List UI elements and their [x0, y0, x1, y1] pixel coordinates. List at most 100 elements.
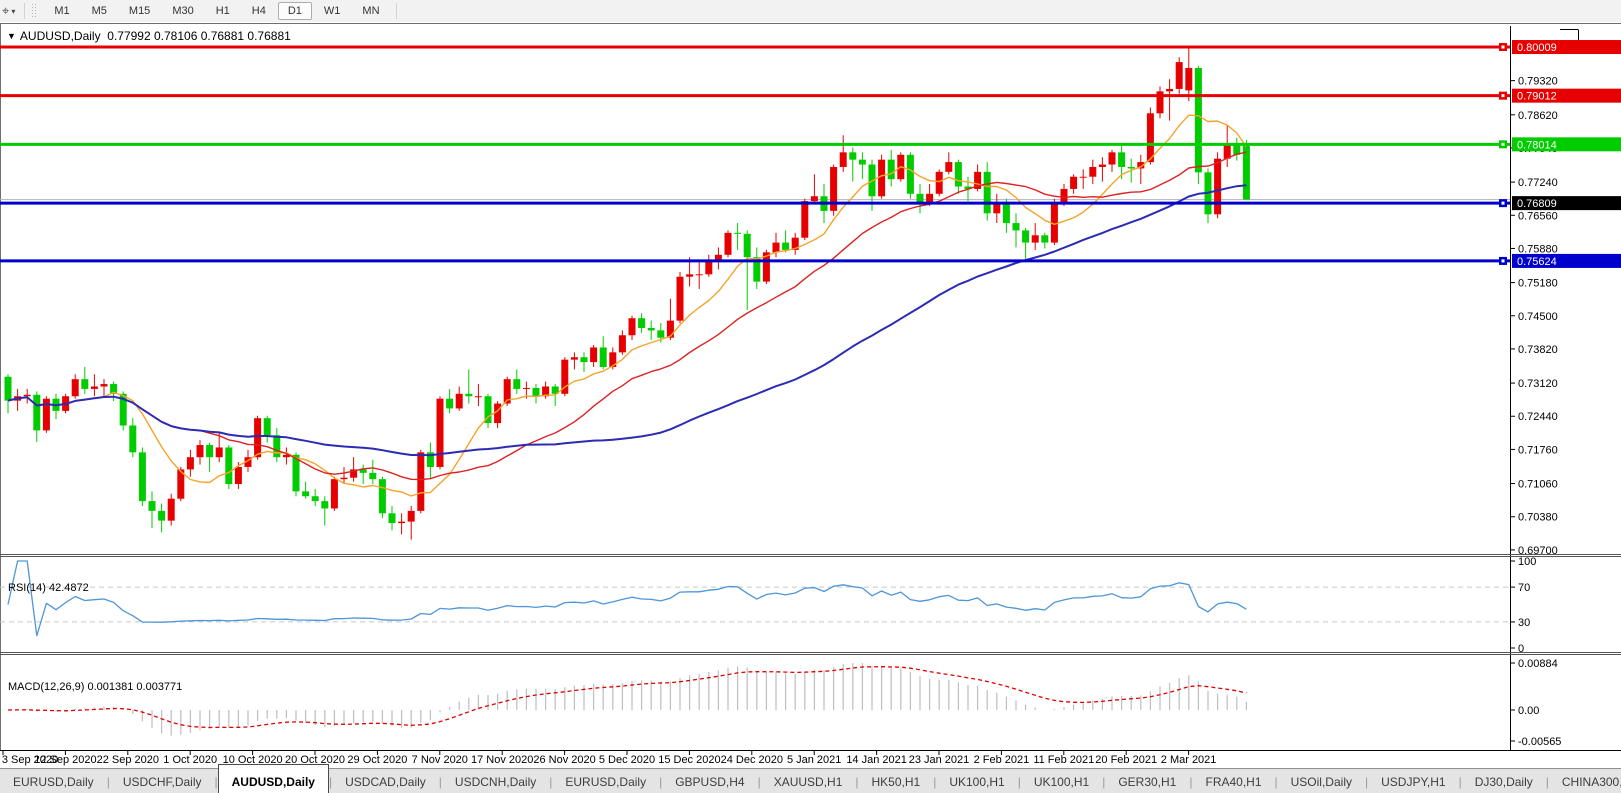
- svg-text:0.78620: 0.78620: [1518, 110, 1558, 122]
- svg-text:0.71760: 0.71760: [1518, 444, 1558, 456]
- tab-separator: |: [328, 774, 333, 789]
- svg-text:0.75624: 0.75624: [1517, 256, 1557, 268]
- tab-separator: |: [757, 774, 761, 789]
- svg-text:7 Nov 2020: 7 Nov 2020: [412, 754, 468, 766]
- svg-text:29 Oct 2020: 29 Oct 2020: [347, 754, 407, 766]
- svg-text:5 Jan 2021: 5 Jan 2021: [787, 754, 841, 766]
- chart-tab-uk100-h1[interactable]: UK100,H1: [1033, 774, 1090, 789]
- tab-separator: |: [933, 774, 937, 789]
- svg-text:1 Oct 2020: 1 Oct 2020: [163, 754, 217, 766]
- svg-text:30: 30: [1518, 617, 1530, 629]
- svg-text:12 Sep 2020: 12 Sep 2020: [34, 754, 96, 766]
- svg-text:-0.00565: -0.00565: [1518, 736, 1561, 748]
- timeframe-button-M1[interactable]: M1: [54, 5, 70, 17]
- collapse-arrow-icon[interactable]: ▼: [7, 31, 16, 41]
- svg-text:100: 100: [1518, 556, 1536, 568]
- chart-window[interactable]: ▼ AUDUSD,Daily 0.77992 0.78106 0.76881 0.…: [0, 22, 1621, 768]
- crosshair-icon: ⌖: [2, 3, 10, 18]
- price-line-marker: [1499, 199, 1507, 208]
- timeframe-button-M15[interactable]: M15: [128, 5, 151, 17]
- svg-text:3 Sep 2020: 3 Sep 2020: [2, 754, 58, 766]
- price-line-label: 0.75624: [1512, 253, 1621, 268]
- svg-text:23 Jan 2021: 23 Jan 2021: [909, 754, 970, 766]
- chart-canvas[interactable]: 0.793200.786200.779400.772400.765600.758…: [0, 22, 1621, 768]
- macd-panel: [7, 663, 1248, 736]
- chart-tab-dj30-daily[interactable]: DJ30,Daily: [1474, 774, 1533, 789]
- cursor-tool-button[interactable]: ⌖ ▾: [0, 3, 19, 19]
- svg-text:0: 0: [1518, 643, 1524, 655]
- svg-text:0.73120: 0.73120: [1518, 378, 1558, 390]
- svg-text:0.79012: 0.79012: [1517, 91, 1557, 103]
- toolbar-drag-handle[interactable]: [32, 4, 38, 18]
- chart-tab-usdcad-daily[interactable]: USDCAD,Daily: [345, 774, 426, 789]
- svg-text:0.75880: 0.75880: [1518, 243, 1558, 255]
- svg-text:14 Jan 2021: 14 Jan 2021: [846, 754, 907, 766]
- tab-separator: |: [106, 774, 110, 789]
- timeframe-button-H4[interactable]: H4: [251, 5, 266, 17]
- chart-tab-ger30-h1[interactable]: GER30,H1: [1118, 774, 1177, 789]
- svg-text:11 Feb 2021: 11 Feb 2021: [1033, 754, 1094, 766]
- chevron-down-icon: ▾: [11, 6, 16, 16]
- price-line-marker: [1499, 256, 1507, 265]
- chart-tab-eurusd-daily[interactable]: EURUSD,Daily: [13, 774, 94, 789]
- macd-signal-line: [7, 666, 1247, 729]
- svg-text:2 Feb 2021: 2 Feb 2021: [974, 754, 1030, 766]
- chart-tab-gbpusd-h4[interactable]: GBPUSD,H4: [675, 774, 745, 789]
- timeframe-button-W1[interactable]: W1: [323, 5, 341, 17]
- svg-text:0.70380: 0.70380: [1518, 512, 1558, 524]
- svg-text:17 Nov 2020: 17 Nov 2020: [471, 754, 533, 766]
- tab-separator: |: [855, 774, 859, 789]
- price-line-label: 0.76809: [1512, 196, 1621, 211]
- svg-text:0.00884: 0.00884: [1518, 658, 1558, 670]
- tab-separator: |: [1017, 774, 1021, 789]
- timeframe-button-D1[interactable]: D1: [277, 2, 312, 20]
- chart-tab-eurusd-daily[interactable]: EURUSD,Daily: [565, 774, 647, 789]
- svg-text:0.76809: 0.76809: [1517, 198, 1557, 210]
- svg-text:10 Oct 2020: 10 Oct 2020: [223, 754, 283, 766]
- svg-text:0.69700: 0.69700: [1518, 545, 1558, 557]
- tab-separator: |: [1545, 774, 1549, 789]
- ma-slow-line: [7, 184, 1247, 457]
- chart-tab-uk100-h1[interactable]: UK100,H1: [949, 774, 1005, 789]
- price-line-marker: [1499, 43, 1507, 52]
- ma-mid-line: [7, 151, 1247, 481]
- price-line-label: 0.80009: [1512, 40, 1621, 55]
- chart-tab-fra40-h1[interactable]: FRA40,H1: [1205, 774, 1262, 789]
- chart-tab-usdjpy-h1[interactable]: USDJPY,H1: [1381, 774, 1446, 789]
- price-axis: 0.793200.786200.779400.772400.765600.758…: [1510, 76, 1561, 748]
- main-price-panel: [0, 45, 1510, 540]
- ma-fast-line: [7, 114, 1247, 497]
- chart-tab-usdchf-daily[interactable]: USDCHF,Daily: [122, 774, 202, 789]
- timeframe-button-H1[interactable]: H1: [215, 5, 230, 17]
- chart-tab-hk50-h1[interactable]: HK50,H1: [871, 774, 921, 789]
- chart-background: [0, 22, 1621, 768]
- toolbar-separator: [24, 3, 26, 19]
- chart-ohlc-values: 0.77992 0.78106 0.76881 0.76881: [107, 29, 291, 43]
- candles-layer: [4, 46, 1250, 540]
- chart-tab-china300-h1[interactable]: CHINA300,H1: [1561, 774, 1621, 789]
- chart-tab-audusd-daily[interactable]: AUDUSD,Daily: [217, 764, 329, 793]
- timeframe-buttons: M1 M5 M15 M30 H1 H4 D1 W1 MN: [43, 2, 390, 20]
- svg-text:5 Dec 2020: 5 Dec 2020: [599, 754, 655, 766]
- svg-text:20 Feb 2021: 20 Feb 2021: [1095, 754, 1157, 766]
- timeframe-toolbar: ⌖ ▾ M1 M5 M15 M30 H1 H4 D1 W1 MN: [0, 0, 1621, 23]
- tab-separator: |: [1189, 774, 1193, 789]
- svg-text:0.76560: 0.76560: [1518, 210, 1558, 222]
- chart-title: ▼ AUDUSD,Daily 0.77992 0.78106 0.76881 0.…: [7, 29, 291, 43]
- tab-separator: |: [1458, 774, 1462, 789]
- macd-indicator-label: MACD(12,26,9) 0.001381 0.003771: [8, 681, 183, 693]
- chart-tab-usdcnh-daily[interactable]: USDCNH,Daily: [454, 774, 537, 789]
- rsi-indicator-label: RSI(14) 42.4872: [8, 582, 89, 594]
- svg-text:15 Dec 2020: 15 Dec 2020: [658, 754, 720, 766]
- timeframe-button-MN[interactable]: MN: [362, 5, 380, 17]
- svg-text:0.77240: 0.77240: [1518, 177, 1558, 189]
- timeframe-button-M30[interactable]: M30: [172, 5, 194, 17]
- timeframe-button-M5[interactable]: M5: [91, 5, 107, 17]
- chart-tab-xauusd-h1[interactable]: XAUUSD,H1: [773, 774, 843, 789]
- price-line-label: 0.78014: [1512, 137, 1621, 152]
- price-line-marker: [1499, 91, 1507, 100]
- price-line-label: 0.79012: [1512, 88, 1621, 103]
- chart-tab-usoil-daily[interactable]: USOil,Daily: [1290, 774, 1352, 789]
